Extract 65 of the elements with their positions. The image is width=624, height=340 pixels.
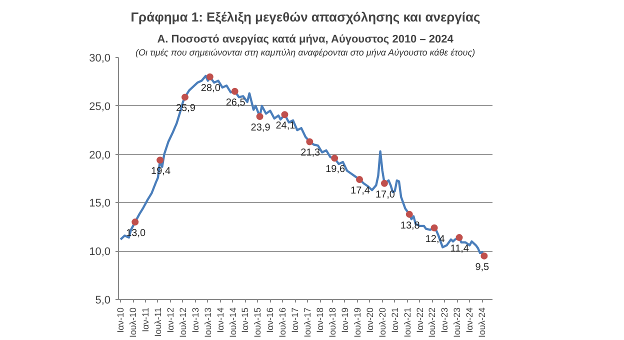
x-tick-label: Ιαν-23 bbox=[440, 307, 450, 333]
x-tick-label: Ιουλ-13 bbox=[202, 308, 213, 338]
x-tick-label: Ιουλ-15 bbox=[252, 308, 263, 338]
point bbox=[331, 154, 338, 162]
data-label: 11,4 bbox=[450, 244, 470, 255]
x-tick-label: Ιουλ-20 bbox=[377, 308, 388, 338]
data-label: 23,9 bbox=[250, 122, 271, 134]
data-label: 17,4 bbox=[350, 185, 370, 196]
x-tick-label: Ιαν-12 bbox=[165, 307, 176, 333]
x-tick-label: Ιαν-19 bbox=[340, 307, 350, 333]
x-tick-label: Ιαν-18 bbox=[315, 307, 326, 333]
annotation: (Οι τιμές που σημειώνονται στη καμπύλη αναφέρονται στο μήνα Αύγουστο κάθε έτους) bbox=[136, 48, 476, 58]
point bbox=[380, 180, 388, 187]
data-label: 9,5 bbox=[475, 262, 490, 273]
point bbox=[181, 94, 188, 101]
x-tick-label: Ιαν-13 bbox=[190, 307, 200, 333]
chart-subtitle: Α. Ποσοστό ανεργίας κατά μήνα, Αύγουστος 2010 – 2024 bbox=[157, 34, 454, 46]
y-tick-label: 25,0 bbox=[89, 100, 111, 113]
x-tick-label: Ιαν-21 bbox=[390, 307, 400, 333]
x-tick-label: Ιουλ-19 bbox=[352, 308, 362, 338]
y-tick-label: 30,0 bbox=[89, 52, 111, 64]
x-tick-label: Ιουλ-17 bbox=[302, 308, 313, 338]
point bbox=[231, 88, 238, 95]
y-tick-label: 5,0 bbox=[95, 294, 111, 306]
data-label: 21,3 bbox=[300, 148, 321, 159]
point bbox=[132, 218, 139, 226]
point bbox=[430, 224, 438, 232]
point bbox=[480, 252, 488, 260]
point bbox=[256, 113, 264, 120]
x-tick-label: Ιουλ-24 bbox=[477, 308, 488, 338]
x-tick-label: Ιουλ-11 bbox=[152, 307, 163, 337]
x-tick-label: Ιαν-16 bbox=[265, 307, 276, 333]
x-tick-label: Ιαν-10 bbox=[116, 307, 126, 333]
x-tick-label: Ιουλ-22 bbox=[427, 308, 438, 338]
x-tick-label: Ιουλ-21 bbox=[402, 308, 412, 338]
data-label: 19,6 bbox=[326, 164, 346, 176]
x-tick-label: Ιουλ-14 bbox=[228, 308, 238, 338]
x-tick-label: Ιουλ-18 bbox=[328, 308, 338, 338]
x-tick-label: Ιαν-14 bbox=[215, 307, 226, 333]
point bbox=[281, 111, 288, 118]
y-tick-label: 15,0 bbox=[89, 198, 111, 210]
point bbox=[156, 156, 164, 164]
x-tick-label: Ιουλ-16 bbox=[278, 308, 288, 338]
data-label: 28,0 bbox=[200, 82, 221, 94]
y-tick-label: 10,0 bbox=[89, 246, 111, 258]
point bbox=[406, 210, 413, 218]
x-tick-label: Ιαν-22 bbox=[414, 307, 425, 333]
data-label: 13,8 bbox=[400, 220, 420, 232]
x-tick-label: Ιαν-20 bbox=[364, 307, 375, 333]
point bbox=[456, 234, 463, 242]
chart-title: Γράφημα 1: Εξέλιξη μεγεθών απασχόλησης και ανεργίας bbox=[130, 10, 481, 24]
x-tick-label: Ιουλ-10 bbox=[128, 308, 138, 338]
x-tick-label: Ιουλ-23 bbox=[452, 308, 462, 338]
x-tick-label: Ιαν-17 bbox=[290, 307, 300, 333]
point bbox=[306, 138, 314, 146]
x-tick-label: Ιαν-11 bbox=[140, 307, 151, 332]
data-label: 24,1 bbox=[276, 120, 296, 132]
data-label: 26,5 bbox=[226, 97, 246, 108]
x-tick-label: Ιαν-24 bbox=[464, 307, 475, 333]
data-label: 17,0 bbox=[375, 189, 396, 200]
point bbox=[206, 73, 214, 80]
x-tick-label: Ιαν-15 bbox=[240, 307, 250, 333]
point bbox=[356, 176, 364, 183]
y-tick-label: 20,0 bbox=[89, 149, 111, 162]
x-tick-label: Ιουλ-12 bbox=[178, 308, 188, 338]
